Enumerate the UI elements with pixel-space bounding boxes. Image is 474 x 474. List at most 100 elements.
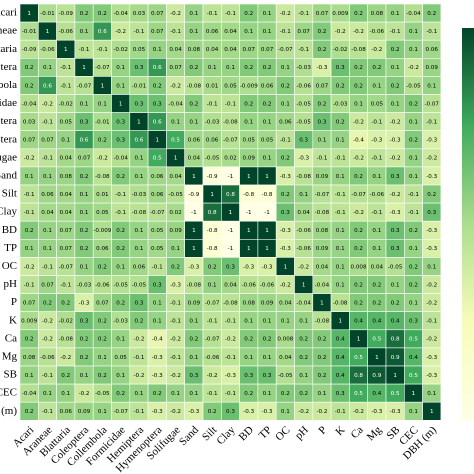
cell-value: 0.05: [151, 228, 164, 234]
cell-value: 0.1: [263, 119, 272, 125]
cell-value: 1: [375, 355, 379, 361]
cell-value: -0.09: [22, 47, 37, 53]
cell-value: 0.2: [263, 337, 272, 343]
cell-value: -0.2: [170, 337, 181, 343]
cell-value: -0.3: [79, 300, 90, 306]
cell-value: 0.1: [263, 11, 272, 17]
cell-value: 0.2: [208, 264, 217, 270]
cell-value: 1: [284, 264, 288, 270]
cell-value: 0.1: [43, 246, 52, 252]
cell-value: -0.01: [132, 83, 147, 89]
cell-value: 0.2: [61, 373, 70, 379]
cell-value: -0.06: [260, 282, 275, 288]
cell-value: 1: [430, 409, 434, 415]
cell-value: 0.2: [98, 373, 107, 379]
cell-value: 0.04: [60, 210, 73, 216]
cell: [422, 401, 442, 421]
cell-value: 0.1: [116, 83, 125, 89]
cell-value: 1: [192, 246, 196, 252]
cell-value: 1: [320, 300, 324, 306]
cell-value: 0.07: [23, 138, 36, 144]
cell-value: -0.1: [225, 355, 236, 361]
cell-value: -0.05: [296, 119, 311, 125]
cell-value: 0.2: [80, 337, 89, 343]
cell-value: 0.03: [133, 11, 146, 17]
cell-value: 0.2: [409, 228, 418, 234]
cell-value: -0.1: [24, 210, 35, 216]
cell-value: 1: [357, 337, 361, 343]
cell-value: -0.2: [133, 373, 144, 379]
cell-value: -0.3: [426, 138, 437, 144]
cell-value: 0.08: [188, 47, 201, 53]
cell-value: 0.1: [391, 101, 400, 107]
cell-value: 0.1: [336, 138, 345, 144]
cell-value: 0.08: [316, 228, 329, 234]
y-tick-label: Ca: [5, 332, 17, 344]
cell-value: 0.1: [409, 156, 418, 162]
cell-value: 0.2: [354, 228, 363, 234]
cell-value: -0.2: [42, 337, 53, 343]
cell-value: 0.5: [354, 355, 363, 361]
y-tick-label: pH: [4, 278, 18, 290]
cell-value: -0.1: [170, 355, 181, 361]
cell-value: -0.2: [353, 29, 364, 35]
cell-value: 0.5: [171, 138, 180, 144]
cell-value: 0.08: [23, 355, 36, 361]
cell-value: 0.4: [372, 391, 381, 397]
cell-value: -0.07: [95, 65, 110, 71]
cell-value: 0.1: [98, 101, 107, 107]
cell-value: -0.1: [60, 65, 71, 71]
cell-value: 0.2: [281, 192, 290, 198]
cell-value: -0.1: [42, 156, 53, 162]
cell-value: -0.02: [333, 47, 347, 53]
cell-value: 0.04: [371, 264, 384, 270]
cell-value: -0.2: [170, 11, 181, 17]
cell-value: -0.02: [59, 101, 73, 107]
cell-value: -0.05: [132, 282, 147, 288]
cell-value: 0.2: [61, 300, 70, 306]
cell-value: 1: [46, 29, 50, 35]
cell-value: 1: [338, 319, 342, 325]
cell-value: -0.1: [408, 210, 419, 216]
cell-value: -0.1: [298, 47, 309, 53]
cell-value: 0.1: [25, 174, 34, 180]
cell-value: -0.2: [24, 156, 35, 162]
cell-value: -0.1: [170, 29, 181, 35]
cell-value: 0.3: [244, 373, 253, 379]
cell-value: 0.4: [391, 319, 400, 325]
cell-value: 0.1: [336, 174, 345, 180]
cell-value: 0.2: [80, 246, 89, 252]
cell-value: 0.1: [134, 228, 143, 234]
y-tick-label: Collembola: [0, 79, 17, 91]
cell-value: -0.2: [390, 156, 401, 162]
cell-value: 0.3: [427, 210, 436, 216]
cell-value: 0.04: [316, 264, 329, 270]
cell-value: 0.07: [23, 300, 36, 306]
cell-value: -0.4: [353, 138, 364, 144]
cell-value: -1: [228, 174, 234, 180]
cell-value: 0.1: [208, 65, 217, 71]
cell-value: 0.1: [263, 156, 272, 162]
cell-value: -0.2: [353, 210, 364, 216]
cell-value: 0.4: [336, 337, 345, 343]
cell-value: -0.07: [205, 300, 220, 306]
cell-value: 0.06: [261, 83, 274, 89]
cell-value: 0.07: [261, 47, 274, 53]
cell-value: 0.4: [336, 355, 345, 361]
cell-value: 0.3: [134, 300, 143, 306]
cell-value: 0.09: [316, 246, 329, 252]
cell-value: -0.1: [371, 119, 382, 125]
cell-value: -0.4: [152, 337, 163, 343]
cell-value: 0.2: [25, 337, 34, 343]
cell-value: 0.1: [336, 264, 345, 270]
cell-value: 0.3: [189, 373, 198, 379]
x-tick-label: pH: [293, 424, 311, 442]
cell-value: 0.1: [372, 83, 381, 89]
cell-value: -0.06: [205, 355, 220, 361]
cell-value: 0.05: [371, 101, 384, 107]
cell-value: -0.1: [170, 300, 181, 306]
cell-value: 0.09: [78, 409, 91, 415]
cell-value: 0.1: [281, 319, 290, 325]
cell-value: 0.2: [244, 11, 253, 17]
